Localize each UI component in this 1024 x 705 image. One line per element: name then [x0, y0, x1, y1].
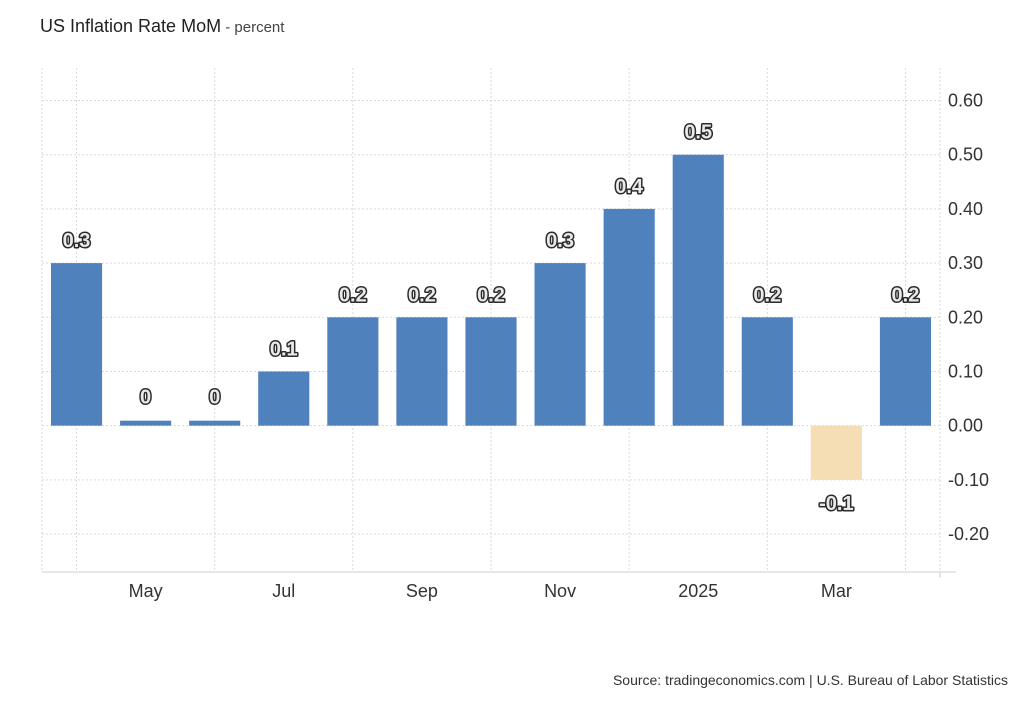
- bar: [258, 371, 310, 426]
- data-label: 0.4: [615, 176, 644, 198]
- data-label: 0: [140, 387, 151, 409]
- source-attribution: Source: tradingeconomics.com | U.S. Bure…: [612, 672, 1008, 688]
- y-tick-label: 0.60: [948, 91, 983, 111]
- y-tick-label: -0.10: [948, 470, 989, 490]
- y-tick-label: 0.00: [948, 416, 983, 436]
- x-tick-label: 2025: [678, 581, 718, 601]
- data-label: 0: [209, 387, 220, 409]
- y-tick-label: 0.50: [948, 145, 983, 165]
- data-label: 0.3: [63, 230, 91, 252]
- bar: [120, 420, 172, 426]
- data-label: 0.1: [270, 338, 298, 360]
- data-label: 0.2: [753, 284, 781, 306]
- y-tick-label: 0.30: [948, 253, 983, 273]
- data-label: 0.2: [408, 284, 436, 306]
- y-tick-label: 0.20: [948, 307, 983, 327]
- bar: [603, 208, 655, 426]
- bar: [879, 317, 932, 426]
- x-tick-label: Sep: [406, 581, 438, 601]
- bar: [534, 263, 586, 426]
- chart-title-main: US Inflation Rate MoM: [40, 16, 222, 36]
- y-tick-label: 0.40: [948, 199, 983, 219]
- data-label: 0.2: [892, 284, 920, 306]
- bar: [50, 263, 103, 426]
- data-label: 0.3: [546, 230, 574, 252]
- bar: [465, 317, 517, 426]
- bar: [396, 317, 448, 426]
- chart-title-unit: - percent: [221, 19, 285, 36]
- data-label: 0.5: [684, 122, 712, 144]
- x-tick-label: Mar: [821, 581, 852, 601]
- data-label: 0.2: [477, 284, 505, 306]
- bar: [741, 317, 793, 426]
- bar: [327, 317, 379, 426]
- data-label: 0.2: [339, 284, 367, 306]
- data-label: -0.1: [819, 493, 853, 515]
- y-tick-label: 0.10: [948, 361, 983, 381]
- x-tick-label: May: [129, 581, 163, 601]
- bar: [810, 425, 862, 480]
- y-tick-label: -0.20: [948, 524, 989, 544]
- chart-title: US Inflation Rate MoM - percent: [40, 16, 284, 37]
- bar: [672, 154, 724, 426]
- x-tick-label: Nov: [544, 581, 576, 601]
- x-tick-label: Jul: [272, 581, 295, 601]
- bar: [189, 420, 241, 426]
